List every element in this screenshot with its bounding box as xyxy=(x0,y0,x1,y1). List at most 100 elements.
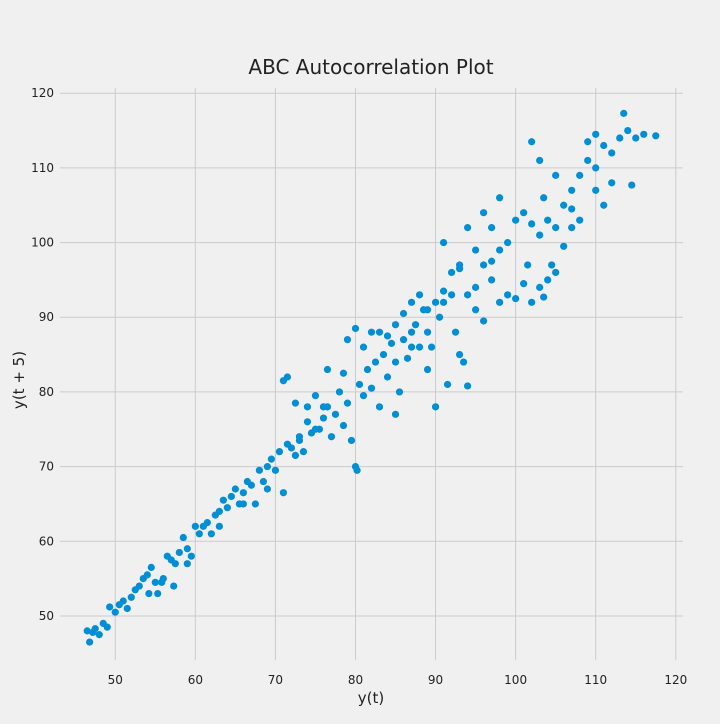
point xyxy=(439,238,448,247)
point xyxy=(439,298,448,306)
point xyxy=(154,589,162,598)
grid xyxy=(60,88,683,660)
y-tick-label: 90 xyxy=(39,310,54,324)
point xyxy=(439,287,448,295)
point xyxy=(387,339,396,347)
point xyxy=(239,500,247,508)
point xyxy=(544,216,552,224)
point xyxy=(496,246,504,254)
point xyxy=(652,132,660,140)
point xyxy=(423,328,432,336)
y-tick-label: 80 xyxy=(39,385,54,399)
x-tick-label: 80 xyxy=(348,673,363,687)
point xyxy=(287,444,296,452)
point xyxy=(383,332,392,340)
point xyxy=(544,276,552,284)
chart-title: ABC Autocorrelation Plot xyxy=(248,55,493,79)
point xyxy=(455,261,464,269)
point xyxy=(311,392,320,400)
point xyxy=(431,298,440,306)
point xyxy=(347,436,356,445)
point xyxy=(496,298,504,306)
point xyxy=(291,399,300,407)
point xyxy=(171,560,179,568)
point xyxy=(383,373,392,381)
x-tick-label: 60 xyxy=(188,673,203,687)
point xyxy=(299,448,308,456)
point xyxy=(640,130,648,138)
point xyxy=(183,560,191,568)
point xyxy=(227,492,235,501)
point xyxy=(407,298,416,306)
point xyxy=(552,268,560,277)
point xyxy=(170,582,178,590)
point xyxy=(391,358,400,366)
point xyxy=(459,358,468,366)
point xyxy=(319,414,328,422)
point xyxy=(488,257,496,265)
point xyxy=(447,268,456,277)
point xyxy=(415,291,424,299)
point xyxy=(395,388,404,396)
point xyxy=(303,418,312,426)
point xyxy=(91,625,99,633)
point xyxy=(283,373,292,381)
point xyxy=(259,477,267,486)
x-tick-label: 100 xyxy=(504,673,527,687)
point xyxy=(367,328,376,336)
point xyxy=(451,328,460,336)
point xyxy=(463,382,472,390)
point xyxy=(584,156,592,165)
point xyxy=(528,220,536,228)
point xyxy=(147,563,155,572)
point xyxy=(528,138,536,146)
point xyxy=(447,291,456,299)
point xyxy=(339,421,348,430)
point xyxy=(399,309,408,318)
point xyxy=(187,552,195,560)
point xyxy=(399,336,408,344)
point xyxy=(600,141,608,150)
point xyxy=(431,403,440,411)
point xyxy=(455,350,464,359)
point xyxy=(524,261,532,269)
point xyxy=(191,522,199,530)
point xyxy=(608,149,616,157)
point xyxy=(331,410,340,418)
point xyxy=(407,328,416,336)
point xyxy=(95,631,103,639)
point xyxy=(183,545,191,553)
point xyxy=(303,403,312,411)
point xyxy=(267,455,276,463)
point xyxy=(391,321,400,329)
point xyxy=(263,462,271,471)
point xyxy=(568,186,576,194)
point xyxy=(359,392,368,400)
point xyxy=(279,489,288,497)
point xyxy=(568,205,576,213)
x-tick-label: 90 xyxy=(428,673,443,687)
point xyxy=(371,358,380,366)
point xyxy=(143,571,151,579)
point xyxy=(540,194,548,202)
point xyxy=(592,186,600,194)
point xyxy=(488,276,496,284)
point xyxy=(480,261,488,269)
point xyxy=(215,522,223,530)
point xyxy=(207,530,215,538)
point xyxy=(496,194,504,202)
point xyxy=(463,291,472,299)
point xyxy=(231,485,239,493)
point xyxy=(608,179,616,187)
point xyxy=(576,216,584,224)
points xyxy=(83,109,660,646)
point xyxy=(423,365,432,374)
y-tick-label: 100 xyxy=(31,236,54,250)
point xyxy=(512,294,520,303)
point xyxy=(520,280,528,288)
point xyxy=(179,533,187,542)
point xyxy=(351,324,360,333)
point xyxy=(355,380,364,389)
point xyxy=(560,242,568,250)
